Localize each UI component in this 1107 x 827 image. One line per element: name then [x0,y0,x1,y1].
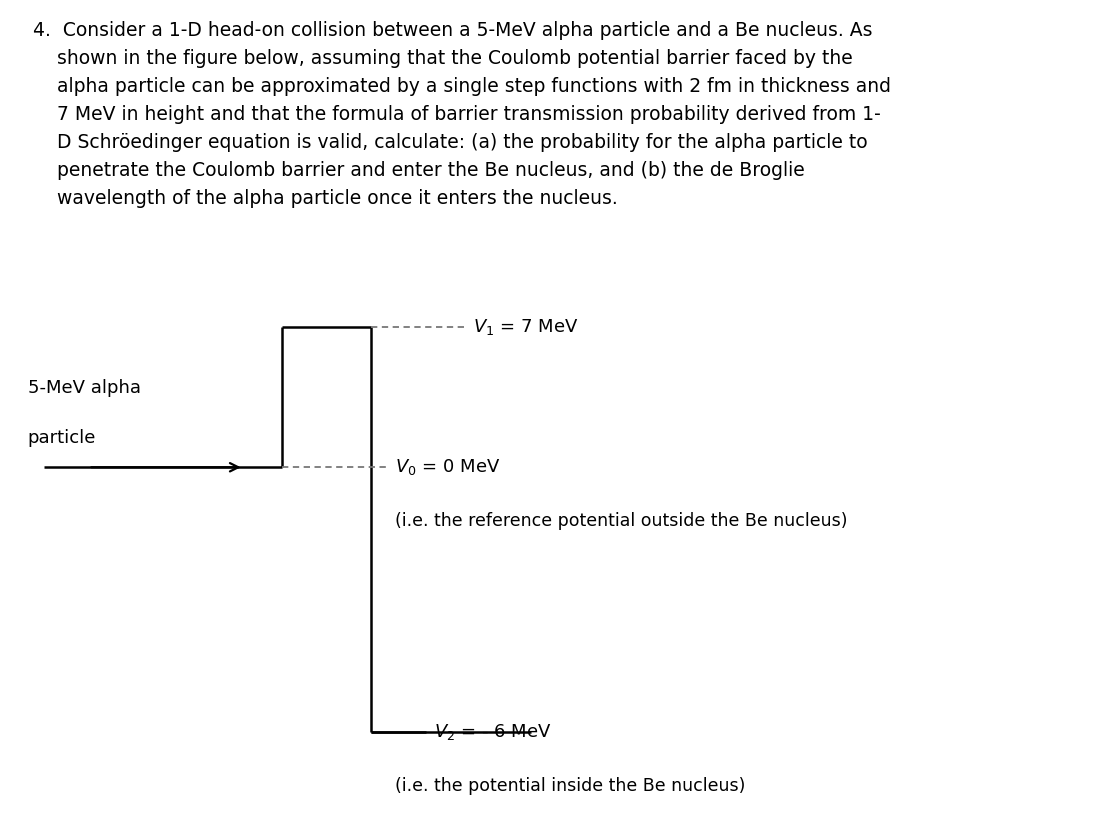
Text: $V_0$ = 0 MeV: $V_0$ = 0 MeV [395,457,500,477]
Text: (i.e. the potential inside the Be nucleus): (i.e. the potential inside the Be nucleu… [395,777,746,795]
Text: particle: particle [28,428,96,447]
Text: $V_1$ = 7 MeV: $V_1$ = 7 MeV [473,317,578,337]
Text: (i.e. the reference potential outside the Be nucleus): (i.e. the reference potential outside th… [395,512,848,530]
Text: 4.  Consider a 1-D head-on collision between a 5-MeV alpha particle and a Be nuc: 4. Consider a 1-D head-on collision betw… [33,21,891,208]
Text: $V_2$ = - 6 MeV: $V_2$ = - 6 MeV [434,722,551,742]
Text: 5-MeV alpha: 5-MeV alpha [28,379,141,397]
